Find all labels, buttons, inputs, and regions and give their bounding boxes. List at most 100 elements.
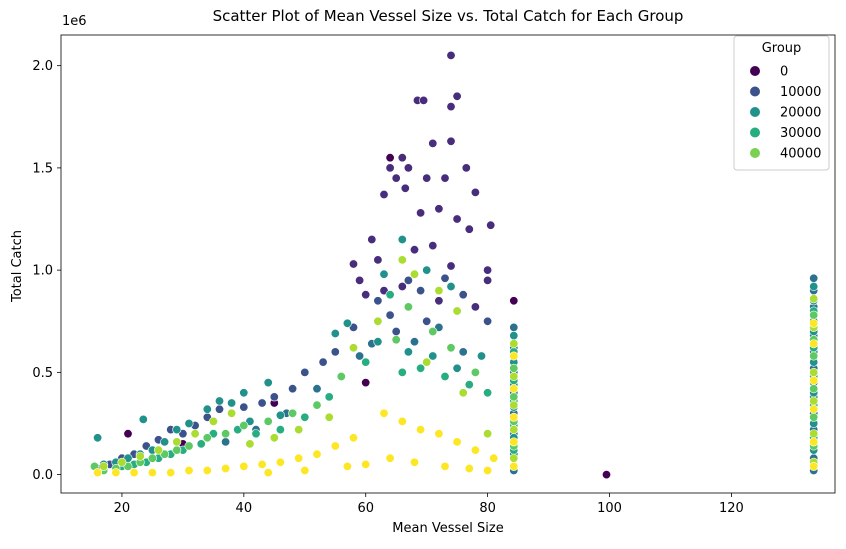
data-point [312, 384, 322, 394]
data-point [483, 275, 493, 285]
axes-layer: 20 40 60 80 100 120 0.0 0.5 1.0 1.5 2.0 [32, 34, 836, 516]
data-point [330, 328, 340, 338]
data-point [336, 371, 346, 381]
data-point [385, 163, 395, 173]
data-point [809, 384, 819, 394]
data-point [221, 463, 231, 473]
data-point [184, 465, 194, 475]
data-point [202, 465, 212, 475]
data-point [464, 463, 474, 473]
legend-entry-label: 30000 [780, 126, 821, 141]
data-point [251, 429, 261, 439]
data-point [434, 204, 444, 214]
data-point [509, 412, 519, 422]
x-tick-label: 100 [597, 501, 622, 516]
y-tick-label: 1.0 [32, 264, 53, 279]
legend-entry-label: 20000 [780, 106, 821, 121]
x-tick-label: 20 [114, 501, 131, 516]
x-tick-label: 60 [357, 501, 374, 516]
y-tick-label: 0.0 [32, 468, 53, 483]
data-point [483, 265, 493, 275]
data-point [434, 296, 444, 306]
data-point [403, 275, 413, 285]
data-point [452, 363, 462, 373]
data-point [202, 404, 212, 414]
data-point [446, 136, 456, 146]
data-point [509, 392, 519, 402]
data-point [809, 429, 819, 439]
data-point [288, 384, 298, 394]
legend-marker [750, 127, 760, 138]
data-point [294, 453, 304, 463]
y-offset-label: 1e6 [62, 14, 87, 29]
data-point [809, 461, 819, 471]
data-point [324, 412, 334, 422]
data-point [312, 400, 322, 410]
data-point [509, 371, 519, 381]
data-point [373, 255, 383, 265]
data-point [464, 224, 474, 234]
data-point [809, 351, 819, 361]
data-point [486, 220, 496, 230]
data-point [208, 416, 218, 426]
data-point [434, 286, 444, 296]
data-point [509, 425, 519, 435]
legend-entry-label: 0 [780, 65, 788, 80]
data-point [379, 269, 389, 279]
data-point [458, 388, 468, 398]
data-point [809, 412, 819, 422]
data-point [809, 437, 819, 447]
data-point [489, 453, 499, 463]
data-point [288, 408, 298, 418]
data-point [117, 457, 127, 467]
data-point [129, 468, 139, 478]
data-point [385, 153, 395, 163]
data-point [373, 316, 383, 326]
data-point [275, 425, 285, 435]
data-point [397, 367, 407, 377]
data-point [422, 265, 432, 275]
data-point [428, 241, 438, 251]
legend-marker [750, 148, 760, 158]
data-point [397, 235, 407, 245]
data-point [215, 404, 225, 414]
data-point [409, 245, 419, 255]
data-point [348, 259, 358, 269]
data-point [809, 396, 819, 406]
data-point [312, 449, 322, 459]
data-point [409, 457, 419, 467]
data-point [172, 425, 182, 435]
data-point [361, 459, 371, 469]
data-point [239, 402, 249, 412]
data-point [239, 388, 249, 398]
data-point [428, 351, 438, 361]
x-tick-label: 120 [719, 501, 744, 516]
data-point [470, 445, 480, 455]
data-point [446, 50, 456, 60]
legend-entry-label: 10000 [780, 85, 821, 100]
data-point [440, 461, 450, 471]
y-tick-label: 2.0 [32, 59, 53, 74]
data-point [446, 343, 456, 353]
data-points-layer [90, 50, 819, 480]
data-point [300, 367, 310, 377]
data-point [154, 445, 164, 455]
data-point [275, 410, 285, 420]
data-point [809, 339, 819, 349]
data-point [172, 445, 182, 455]
data-point [361, 290, 371, 300]
data-point [190, 429, 200, 439]
data-point [239, 461, 249, 471]
data-point [300, 412, 310, 422]
data-point [373, 296, 383, 306]
data-point [601, 470, 611, 480]
data-point [123, 429, 133, 439]
data-point [470, 367, 480, 377]
data-point [446, 261, 456, 271]
data-point [452, 91, 462, 101]
data-point [461, 163, 471, 173]
data-point [215, 396, 225, 406]
data-point [300, 465, 310, 475]
data-point [476, 351, 486, 361]
